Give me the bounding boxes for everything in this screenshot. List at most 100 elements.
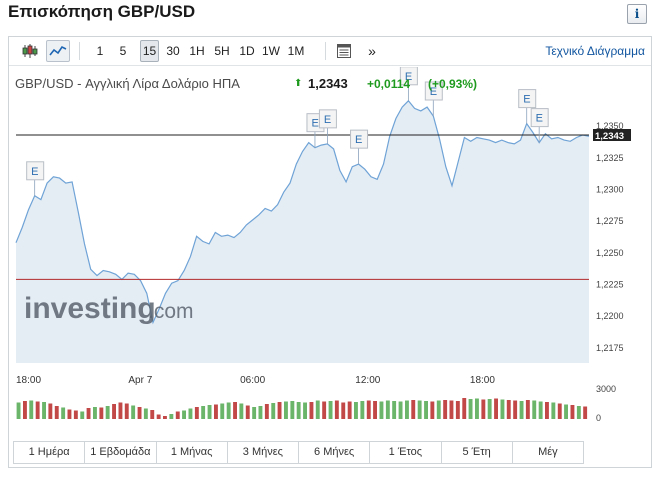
volume-bar <box>341 402 346 419</box>
quote-name: GBP/USD - Αγγλική Λίρα Δολάριο ΗΠΑ <box>15 76 240 91</box>
chart-widget: 1 5 15 30 1H 5H 1D 1W 1M » Τεχνικό Διάγραμμα 1,2… <box>8 36 652 468</box>
volume-bar <box>271 403 276 419</box>
technical-chart-link[interactable]: Τεχνικό Διάγραμμα <box>545 44 645 58</box>
y-tick-label: 1,2225 <box>596 279 624 289</box>
volume-bar <box>487 399 492 419</box>
investing-watermark: investing .com <box>24 292 194 325</box>
volume-bar <box>67 409 72 419</box>
volume-bar <box>398 401 403 419</box>
x-tick-label: 12:00 <box>355 375 380 386</box>
toolbar-separator <box>79 42 80 60</box>
volume-bar <box>80 411 85 419</box>
volume-bar <box>163 416 167 419</box>
timeframe-1d[interactable]: 1D <box>239 44 255 58</box>
volume-bar <box>462 398 467 419</box>
range-button-6[interactable]: 5 Έτη <box>442 442 513 463</box>
range-button-3[interactable]: 3 Μήνες <box>228 442 299 463</box>
range-button-4[interactable]: 6 Μήνες <box>299 442 371 463</box>
volume-bar <box>347 401 352 419</box>
quote-price: 1,2343 <box>308 76 348 91</box>
y-tick-label: 1,2325 <box>596 153 624 163</box>
volume-bar <box>360 401 365 419</box>
page-title: Επισκόπηση GBP/USD <box>8 2 196 21</box>
range-button-7[interactable]: Μέγ <box>538 446 558 458</box>
event-marker-label: E <box>430 86 437 98</box>
volume-bar <box>405 400 409 419</box>
table-icon[interactable] <box>332 40 356 62</box>
event-marker: E <box>530 108 549 143</box>
expand-icon[interactable]: » <box>368 43 376 59</box>
volume-bar <box>220 403 225 419</box>
volume-bar <box>436 400 441 419</box>
volume-bar <box>169 414 174 419</box>
volume-bar <box>93 407 97 419</box>
volume-bar <box>430 401 435 419</box>
volume-bar <box>354 402 358 419</box>
event-marker: E <box>399 67 418 101</box>
volume-bar <box>156 414 161 419</box>
volume-bar <box>576 406 581 419</box>
chart-toolbar: 1 5 15 30 1H 5H 1D 1W 1M » Τεχνικό Διάγραμμα <box>9 37 651 66</box>
volume-bar <box>42 402 46 419</box>
volume-bar <box>570 405 575 419</box>
volume-bar <box>525 400 530 419</box>
volume-bar <box>264 404 269 419</box>
timeframe-15[interactable]: 15 <box>140 40 159 62</box>
x-tick-label: 06:00 <box>240 375 265 386</box>
volume-bar <box>468 399 473 419</box>
event-marker-label: E <box>405 71 412 83</box>
quote-header: GBP/USD - Αγγλική Λίρα Δολάριο ΗΠΑ ⬆ 1,2… <box>15 76 477 91</box>
range-button-5[interactable]: 1 Έτος <box>370 442 442 463</box>
volume-bar <box>309 402 314 419</box>
event-marker-label: E <box>523 94 530 106</box>
x-tick-label: 18:00 <box>470 375 495 386</box>
volume-bar <box>424 401 428 419</box>
event-marker-label: E <box>536 113 543 125</box>
range-button-1[interactable]: 1 Εβδομάδα <box>85 442 157 463</box>
event-marker-label: E <box>355 134 362 146</box>
volume-bar <box>481 399 486 419</box>
y-tick-label: 1,2250 <box>596 248 624 258</box>
timeframe-1h[interactable]: 1H <box>189 44 205 58</box>
event-marker: E <box>424 81 443 116</box>
volume-bar <box>182 410 186 419</box>
line-chart-icon[interactable] <box>46 40 70 62</box>
timeframe-1[interactable]: 1 <box>96 44 104 58</box>
range-button-2[interactable]: 1 Μήνας <box>157 442 228 463</box>
volume-bar <box>545 402 549 419</box>
volume-bar <box>500 399 505 419</box>
volume-bar <box>519 401 524 419</box>
timeframe-5[interactable]: 5 <box>119 44 127 58</box>
event-marker: E <box>518 89 537 124</box>
info-button[interactable]: i <box>627 4 647 24</box>
x-tick-label: 18:00 <box>16 375 41 386</box>
candlestick-icon[interactable] <box>18 40 42 62</box>
range-button-0[interactable]: 1 Ημέρα <box>14 442 86 463</box>
volume-bar <box>513 400 518 419</box>
volume-bar <box>48 403 53 419</box>
volume-bar <box>143 408 148 419</box>
event-marker-label: E <box>311 118 318 130</box>
volume-bar <box>201 406 206 419</box>
volume-bar <box>417 400 422 419</box>
volume-bar <box>252 407 257 419</box>
event-marker-box <box>318 109 337 129</box>
price-chart: 1,2175 1,2200 1,2225 1,2250 1,2275 1,2300 1,23… <box>15 67 631 423</box>
volume-tick-label: 3000 <box>596 384 616 394</box>
volume-bar <box>322 401 327 419</box>
timeframe-5h[interactable]: 5H <box>214 44 230 58</box>
volume-bar <box>392 401 397 419</box>
event-marker: E <box>350 129 369 165</box>
volume-bar <box>35 401 40 419</box>
timeframe-30[interactable]: 30 <box>166 44 180 58</box>
timeframe-1w[interactable]: 1W <box>262 44 280 58</box>
event-marker-label: E <box>31 166 38 178</box>
volume-bar <box>86 408 91 419</box>
timeframe-1m[interactable]: 1M <box>287 44 305 58</box>
toolbar-separator <box>325 42 326 60</box>
volume-bar <box>73 410 78 419</box>
volume-bar <box>328 401 333 419</box>
volume-bar <box>564 404 568 419</box>
y-tick-label: 1,2200 <box>596 311 624 321</box>
volume-bar <box>315 400 320 419</box>
